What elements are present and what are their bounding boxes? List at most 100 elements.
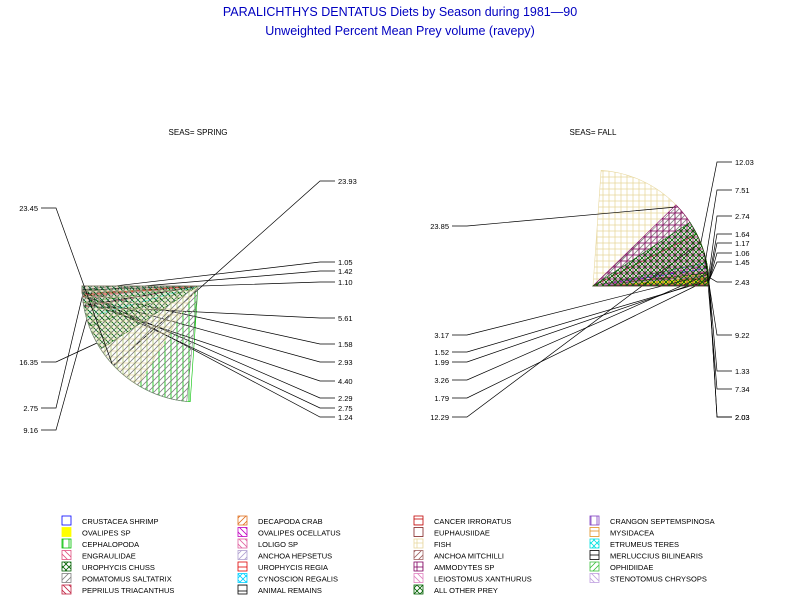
- pie-spring: SEAS= SPRING 23.93 1.051.42 1.10 5.61 1.58 2.…: [19, 128, 357, 435]
- leader-line: [708, 276, 732, 283]
- legend-swatch: [413, 515, 424, 526]
- legend-label: LOLIGO SP: [258, 540, 298, 549]
- data-label: 1.58: [338, 340, 353, 349]
- data-label: 2.75: [338, 404, 353, 413]
- data-label: 1.33: [735, 367, 750, 376]
- legend-swatch: [413, 573, 424, 583]
- data-label: 1.06: [735, 249, 750, 258]
- leader-line: [700, 161, 732, 244]
- data-label: 2.74: [735, 212, 750, 221]
- data-label: 9.16: [23, 426, 38, 435]
- legend-swatch: [589, 550, 600, 560]
- legend-item: ETRUMEUS TERES: [589, 538, 679, 549]
- legend-swatch: [413, 584, 424, 595]
- legend-swatch: [237, 550, 248, 560]
- data-label: 4.40: [338, 377, 353, 386]
- legend-item: POMATOMUS SALTATRIX: [61, 573, 172, 584]
- legend-item: STENOTOMUS CHRYSOPS: [589, 573, 707, 584]
- legend-item: CANCER IRRORATUS: [413, 515, 511, 526]
- legend-item: CRANGON SEPTEMSPINOSA: [589, 515, 715, 526]
- legend-item: ANIMAL REMAINS: [237, 584, 322, 595]
- legend-label: CRANGON SEPTEMSPINOSA: [610, 517, 715, 526]
- legend-item: CRUSTACEA SHRIMP: [61, 515, 159, 526]
- data-label: 2.93: [338, 358, 353, 367]
- data-label: 1.99: [434, 358, 449, 367]
- leader-line: [452, 273, 709, 381]
- legend-item: UROPHYCIS CHUSS: [61, 561, 155, 572]
- legend-label: OVALIPES SP: [82, 529, 131, 538]
- legend-label: STENOTOMUS CHRYSOPS: [610, 575, 707, 584]
- leader-line: [41, 342, 98, 363]
- legend-item: ANCHOA HEPSETUS: [237, 550, 332, 561]
- leader-line: [41, 207, 113, 365]
- legend-swatch: [413, 561, 424, 572]
- data-label: 1.05: [338, 258, 353, 267]
- legend-swatch: [413, 538, 424, 549]
- legend-item: OVALIPES OCELLATUS: [237, 527, 341, 538]
- leader-line: [452, 242, 701, 418]
- legend-swatch: [61, 573, 72, 583]
- data-label: 1.52: [434, 348, 449, 357]
- chart-title: PARALICHTHYS DENTATUS Diets by Season du…: [223, 5, 577, 19]
- legend-item: MYSIDACEA: [589, 527, 654, 538]
- legend-item: ANCHOA MITCHILLI: [413, 550, 504, 561]
- data-label: 1.45: [735, 258, 750, 267]
- legend-label: CEPHALOPODA: [82, 540, 139, 549]
- leader-line: [705, 189, 732, 259]
- legend-label: CRUSTACEA SHRIMP: [82, 517, 159, 526]
- legend-swatch: [589, 515, 600, 526]
- pie-slice-pomatomus-saltatrix: [81, 285, 199, 402]
- legend-swatch: [589, 527, 600, 537]
- data-label: 12.03: [735, 158, 754, 167]
- data-label: 12.29: [430, 413, 449, 422]
- legend-item: MERLUCCIUS BILINEARIS: [589, 550, 703, 561]
- legend-item: ALL OTHER PREY: [413, 584, 498, 595]
- legend-label: MYSIDACEA: [610, 529, 654, 538]
- legend-label: OVALIPES OCELLATUS: [258, 529, 341, 538]
- panel-label-spring: SEAS= SPRING: [169, 128, 228, 137]
- chart-subtitle: Unweighted Percent Mean Prey volume (rav…: [265, 24, 535, 38]
- legend-item: FISH: [413, 538, 451, 549]
- legend-label: ETRUMEUS TERES: [610, 540, 679, 549]
- data-label: 3.17: [434, 331, 449, 340]
- legend-item: DECAPODA CRAB: [237, 515, 323, 526]
- data-label: 16.35: [19, 358, 38, 367]
- leader-line: [82, 270, 335, 292]
- data-label: 2.03: [735, 413, 750, 422]
- leader-line: [452, 278, 709, 363]
- leader-line: [708, 215, 732, 277]
- legend-item: CEPHALOPODA: [61, 538, 139, 549]
- data-label: 23.45: [19, 204, 38, 213]
- leader-line: [705, 259, 732, 390]
- legend-swatch: [589, 538, 600, 549]
- legend-label: UROPHYCIS REGIA: [258, 563, 328, 572]
- legend-swatch: [237, 527, 248, 537]
- legend-label: AMMODYTES SP: [434, 563, 494, 572]
- data-label: 5.61: [338, 314, 353, 323]
- legend-label: ANCHOA MITCHILLI: [434, 552, 504, 561]
- data-label: 23.93: [338, 177, 357, 186]
- legend-swatch: [589, 561, 600, 572]
- legend-item: EUPHAUSIIDAE: [413, 527, 490, 538]
- leader-line: [708, 261, 732, 281]
- data-label: 1.79: [434, 394, 449, 403]
- leader-line: [703, 252, 732, 336]
- leader-line: [708, 242, 732, 282]
- leader-line: [452, 206, 678, 227]
- legend-swatch: [237, 515, 248, 526]
- data-label: 1.64: [735, 230, 750, 239]
- leader-line: [82, 261, 335, 291]
- legend-label: DECAPODA CRAB: [258, 517, 323, 526]
- legend-label: POMATOMUS SALTATRIX: [82, 575, 172, 584]
- legend-item: AMMODYTES SP: [413, 561, 494, 572]
- leader-line: [41, 295, 83, 409]
- legend-swatch: [589, 573, 600, 583]
- legend-swatch: [61, 538, 72, 549]
- legend-swatch: [61, 561, 72, 572]
- data-label: 2.03: [735, 413, 750, 422]
- legend-label: ANCHOA HEPSETUS: [258, 552, 332, 561]
- legend-label: UROPHYCIS CHUSS: [82, 563, 155, 572]
- legend-label: CYNOSCION REGALIS: [258, 575, 338, 584]
- leader-line: [452, 274, 709, 336]
